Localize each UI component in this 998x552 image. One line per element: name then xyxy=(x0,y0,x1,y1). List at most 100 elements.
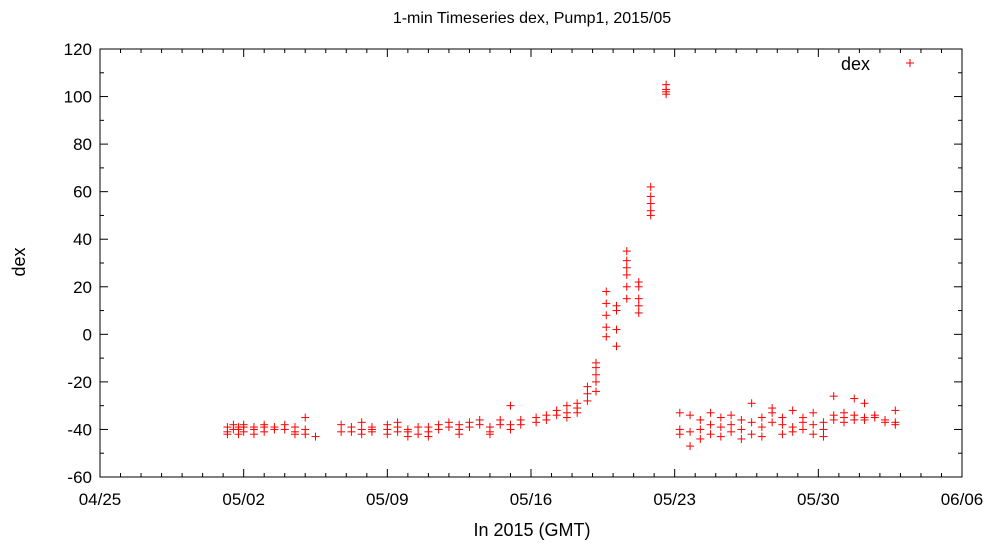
data-point xyxy=(602,332,611,341)
data-point xyxy=(881,415,890,424)
data-point xyxy=(562,401,571,410)
data-point xyxy=(622,294,631,303)
plot-frame xyxy=(99,48,963,478)
data-point xyxy=(573,399,582,408)
data-point xyxy=(809,420,818,429)
data-point xyxy=(602,311,611,320)
y-axis-title: dex xyxy=(9,247,29,276)
data-point xyxy=(562,413,571,422)
data-point xyxy=(239,427,248,436)
data-point xyxy=(757,413,766,422)
data-point xyxy=(434,425,443,434)
data-point xyxy=(757,423,766,432)
x-tick-label: 05/09 xyxy=(366,490,409,509)
data-point xyxy=(583,382,592,391)
data-point xyxy=(634,301,643,310)
data-point xyxy=(357,430,366,439)
data-point xyxy=(506,401,515,410)
data-point xyxy=(819,432,828,441)
data-point xyxy=(516,415,525,424)
data-point xyxy=(612,301,621,310)
data-point xyxy=(234,430,243,439)
data-point xyxy=(506,420,515,429)
data-point xyxy=(747,418,756,427)
data-point xyxy=(260,420,269,429)
x-tick-label: 05/02 xyxy=(222,490,265,509)
y-tick-label: 20 xyxy=(73,278,92,297)
data-point xyxy=(424,432,433,441)
data-point xyxy=(727,420,736,429)
axes: -60 -40 -20 0 20 40 60 80 100 120 04/25 05/02 05/09 0… xyxy=(64,40,984,509)
data-point xyxy=(602,299,611,308)
data-point xyxy=(662,87,671,96)
data-point xyxy=(270,423,279,432)
data-point xyxy=(798,413,807,422)
data-point xyxy=(686,427,695,436)
data-point xyxy=(696,425,705,434)
data-point xyxy=(583,389,592,398)
data-point xyxy=(798,425,807,434)
data-point xyxy=(301,430,310,439)
data-point xyxy=(393,427,402,436)
data-point xyxy=(860,415,869,424)
data-point xyxy=(662,80,671,89)
y-tick-label: -20 xyxy=(67,373,92,392)
data-point xyxy=(612,325,621,334)
data-point xyxy=(706,430,715,439)
data-point xyxy=(229,420,238,429)
data-point xyxy=(455,430,464,439)
data-point xyxy=(891,406,900,415)
data-point xyxy=(829,392,838,401)
data-point xyxy=(622,256,631,265)
y-tick-label: 80 xyxy=(73,135,92,154)
data-point xyxy=(485,430,494,439)
data-point xyxy=(634,282,643,291)
data-point xyxy=(280,425,289,434)
y-tick-label: 40 xyxy=(73,230,92,249)
x-tick-label: 04/25 xyxy=(79,490,122,509)
data-point xyxy=(591,387,600,396)
data-point xyxy=(747,430,756,439)
x-tick-label: 05/16 xyxy=(510,490,553,509)
data-point xyxy=(552,406,561,415)
data-point xyxy=(249,423,258,432)
x-tick-label: 06/06 xyxy=(941,490,984,509)
data-point xyxy=(727,411,736,420)
data-point xyxy=(768,404,777,413)
data-point xyxy=(737,425,746,434)
data-point xyxy=(223,423,232,432)
x-tick-label: 05/30 xyxy=(797,490,840,509)
data-point xyxy=(612,342,621,351)
x-tick-label: 05/23 xyxy=(653,490,696,509)
data-point xyxy=(444,423,453,432)
data-point xyxy=(727,427,736,436)
data-point xyxy=(602,287,611,296)
data-point xyxy=(367,427,376,436)
data-point xyxy=(737,434,746,443)
data-point xyxy=(301,413,310,422)
data-point xyxy=(646,211,655,220)
data-point xyxy=(249,430,258,439)
data-point xyxy=(737,415,746,424)
data-point xyxy=(424,423,433,432)
data-point xyxy=(768,418,777,427)
data-point xyxy=(646,192,655,201)
legend: dex xyxy=(841,54,914,74)
data-point xyxy=(414,423,423,432)
data-point xyxy=(239,420,248,429)
data-point xyxy=(819,425,828,434)
data-point xyxy=(809,408,818,417)
data-point xyxy=(829,411,838,420)
data-point xyxy=(573,408,582,417)
data-point xyxy=(583,396,592,405)
data-point xyxy=(634,294,643,303)
data-point xyxy=(383,430,392,439)
data-point xyxy=(622,247,631,256)
data-point xyxy=(716,413,725,422)
data-point xyxy=(290,430,299,439)
data-point xyxy=(591,358,600,367)
data-point xyxy=(675,430,684,439)
data-point xyxy=(819,418,828,427)
data-point xyxy=(260,427,269,436)
legend-marker xyxy=(906,59,914,67)
